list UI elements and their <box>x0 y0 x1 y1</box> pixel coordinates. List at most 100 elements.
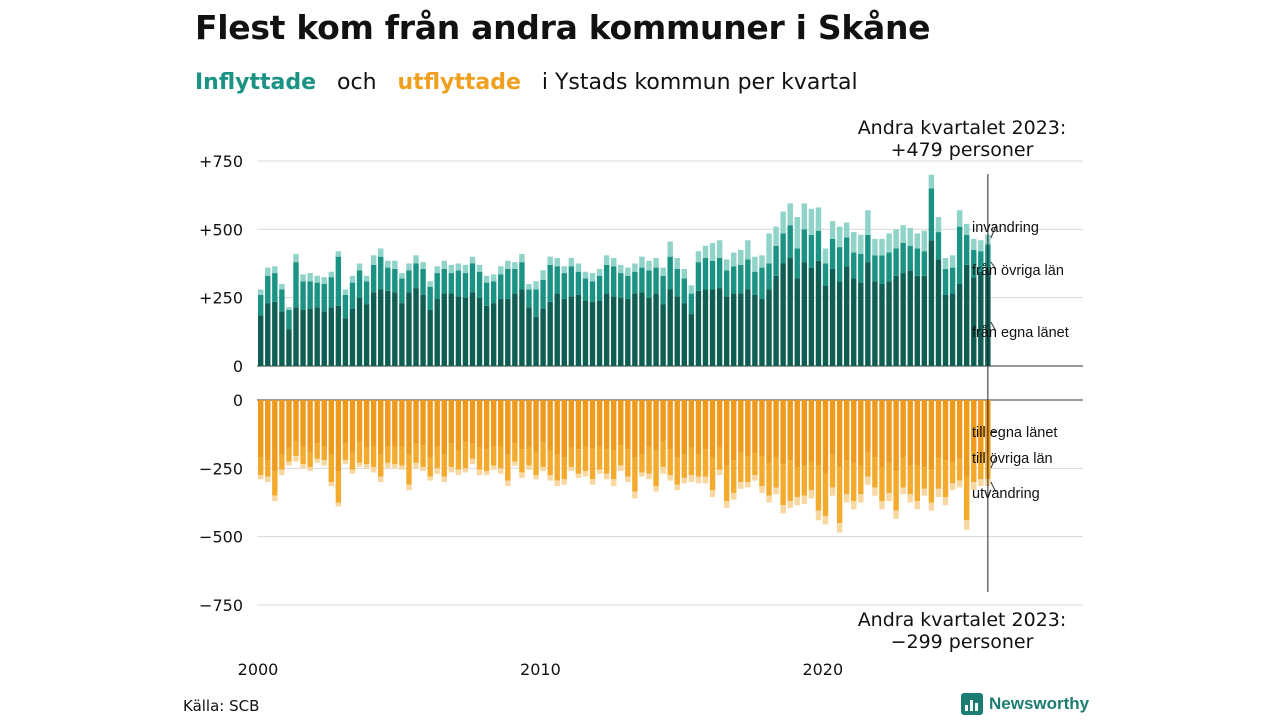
bar-inflow-1 <box>378 256 384 290</box>
bar-inflow-2 <box>949 255 956 268</box>
bar-inflow-0 <box>307 308 313 366</box>
bar-outflow-1 <box>928 469 935 503</box>
bar-inflow-0 <box>971 277 977 366</box>
bar-inflow-0 <box>716 288 723 366</box>
bar-outflow-0 <box>363 400 370 448</box>
bar-outflow-0 <box>695 400 702 455</box>
bar-inflow-0 <box>667 289 673 366</box>
bar-inflow-1 <box>279 289 285 312</box>
bar-outflow-2 <box>603 473 610 480</box>
bar-inflow-2 <box>455 263 462 271</box>
bar-outflow-2 <box>674 484 680 491</box>
bar-outflow-0 <box>674 400 680 458</box>
bar-outflow-2 <box>632 491 638 499</box>
bar-inflow-1 <box>971 249 977 278</box>
bar-inflow-1 <box>928 188 935 241</box>
bar-inflow-1 <box>843 237 850 267</box>
series-leader-outflow <box>990 430 996 433</box>
bar-outflow-0 <box>766 400 772 463</box>
bar-inflow-0 <box>349 308 356 366</box>
bar-outflow-1 <box>851 462 857 502</box>
bar-outflow-0 <box>427 400 433 458</box>
bar-inflow-1 <box>914 248 920 276</box>
bar-outflow-0 <box>526 400 532 448</box>
bar-inflow-2 <box>681 268 687 279</box>
bar-inflow-1 <box>688 293 695 315</box>
bar-outflow-1 <box>731 460 737 493</box>
bar-inflow-1 <box>547 264 553 302</box>
bar-inflow-2 <box>660 267 666 276</box>
bar-outflow-0 <box>639 400 645 455</box>
bar-outflow-2 <box>434 468 440 474</box>
bar-inflow-0 <box>314 307 320 366</box>
bar-inflow-0 <box>978 271 984 366</box>
bar-outflow-0 <box>483 400 490 450</box>
bar-inflow-2 <box>851 232 857 253</box>
bar-outflow-1 <box>561 457 567 480</box>
bar-inflow-0 <box>505 299 511 366</box>
bar-outflow-2 <box>349 469 356 474</box>
bar-inflow-0 <box>787 258 793 366</box>
bar-outflow-1 <box>406 454 412 485</box>
bar-inflow-0 <box>498 299 504 366</box>
bar-inflow-0 <box>879 284 885 366</box>
bar-outflow-0 <box>441 400 447 455</box>
bar-outflow-0 <box>893 400 899 472</box>
bar-outflow-0 <box>808 400 815 462</box>
bar-inflow-0 <box>618 297 624 366</box>
bar-outflow-0 <box>611 400 617 451</box>
y-tick-label-outflow: −250 <box>199 459 243 478</box>
bar-inflow-2 <box>321 277 327 284</box>
bar-outflow-0 <box>780 400 786 465</box>
bar-inflow-0 <box>490 303 497 366</box>
bar-outflow-1 <box>498 446 504 469</box>
bar-inflow-1 <box>589 281 596 302</box>
bar-inflow-2 <box>582 271 589 279</box>
bar-outflow-1 <box>455 450 462 470</box>
bar-outflow-1 <box>265 460 271 477</box>
bar-inflow-2 <box>399 273 405 279</box>
bar-outflow-0 <box>914 400 920 466</box>
bar-inflow-2 <box>272 266 278 274</box>
bar-inflow-2 <box>787 203 793 226</box>
bar-outflow-2 <box>709 490 716 498</box>
bar-outflow-1 <box>272 471 278 496</box>
bar-inflow-0 <box>448 293 455 366</box>
bar-outflow-0 <box>745 400 751 457</box>
bar-outflow-2 <box>766 495 772 503</box>
bar-inflow-0 <box>773 275 779 366</box>
bar-inflow-0 <box>547 301 553 366</box>
bar-inflow-0 <box>702 289 709 366</box>
bar-outflow-1 <box>815 465 822 511</box>
bar-inflow-2 <box>589 273 596 282</box>
bar-inflow-2 <box>300 274 306 282</box>
bar-inflow-0 <box>759 299 765 366</box>
bar-outflow-0 <box>773 400 779 458</box>
bar-inflow-1 <box>349 282 356 309</box>
bar-outflow-2 <box>554 480 560 487</box>
bar-outflow-2 <box>293 456 299 462</box>
bar-inflow-2 <box>483 275 490 283</box>
annotation-bottom-line: −299 personer <box>891 631 1034 653</box>
bar-outflow-1 <box>914 465 920 502</box>
bar-inflow-0 <box>723 296 730 366</box>
bar-inflow-1 <box>865 234 871 263</box>
bar-inflow-2 <box>723 259 730 271</box>
bar-outflow-1 <box>547 450 553 476</box>
bar-outflow-0 <box>858 400 864 466</box>
bar-outflow-2 <box>385 462 391 469</box>
bar-inflow-0 <box>378 289 384 366</box>
bar-outflow-2 <box>420 466 426 472</box>
bar-outflow-1 <box>526 447 532 466</box>
bar-inflow-0 <box>406 292 412 366</box>
bar-outflow-2 <box>851 501 857 510</box>
bar-outflow-1 <box>766 462 772 496</box>
bar-outflow-0 <box>596 400 603 447</box>
bar-inflow-1 <box>752 271 758 295</box>
bar-inflow-2 <box>462 264 469 274</box>
bar-outflow-2 <box>547 475 553 481</box>
annotation-top-line: +479 personer <box>891 139 1034 161</box>
bar-inflow-0 <box>596 300 603 366</box>
bar-outflow-1 <box>413 443 419 463</box>
bar-outflow-0 <box>907 400 913 466</box>
